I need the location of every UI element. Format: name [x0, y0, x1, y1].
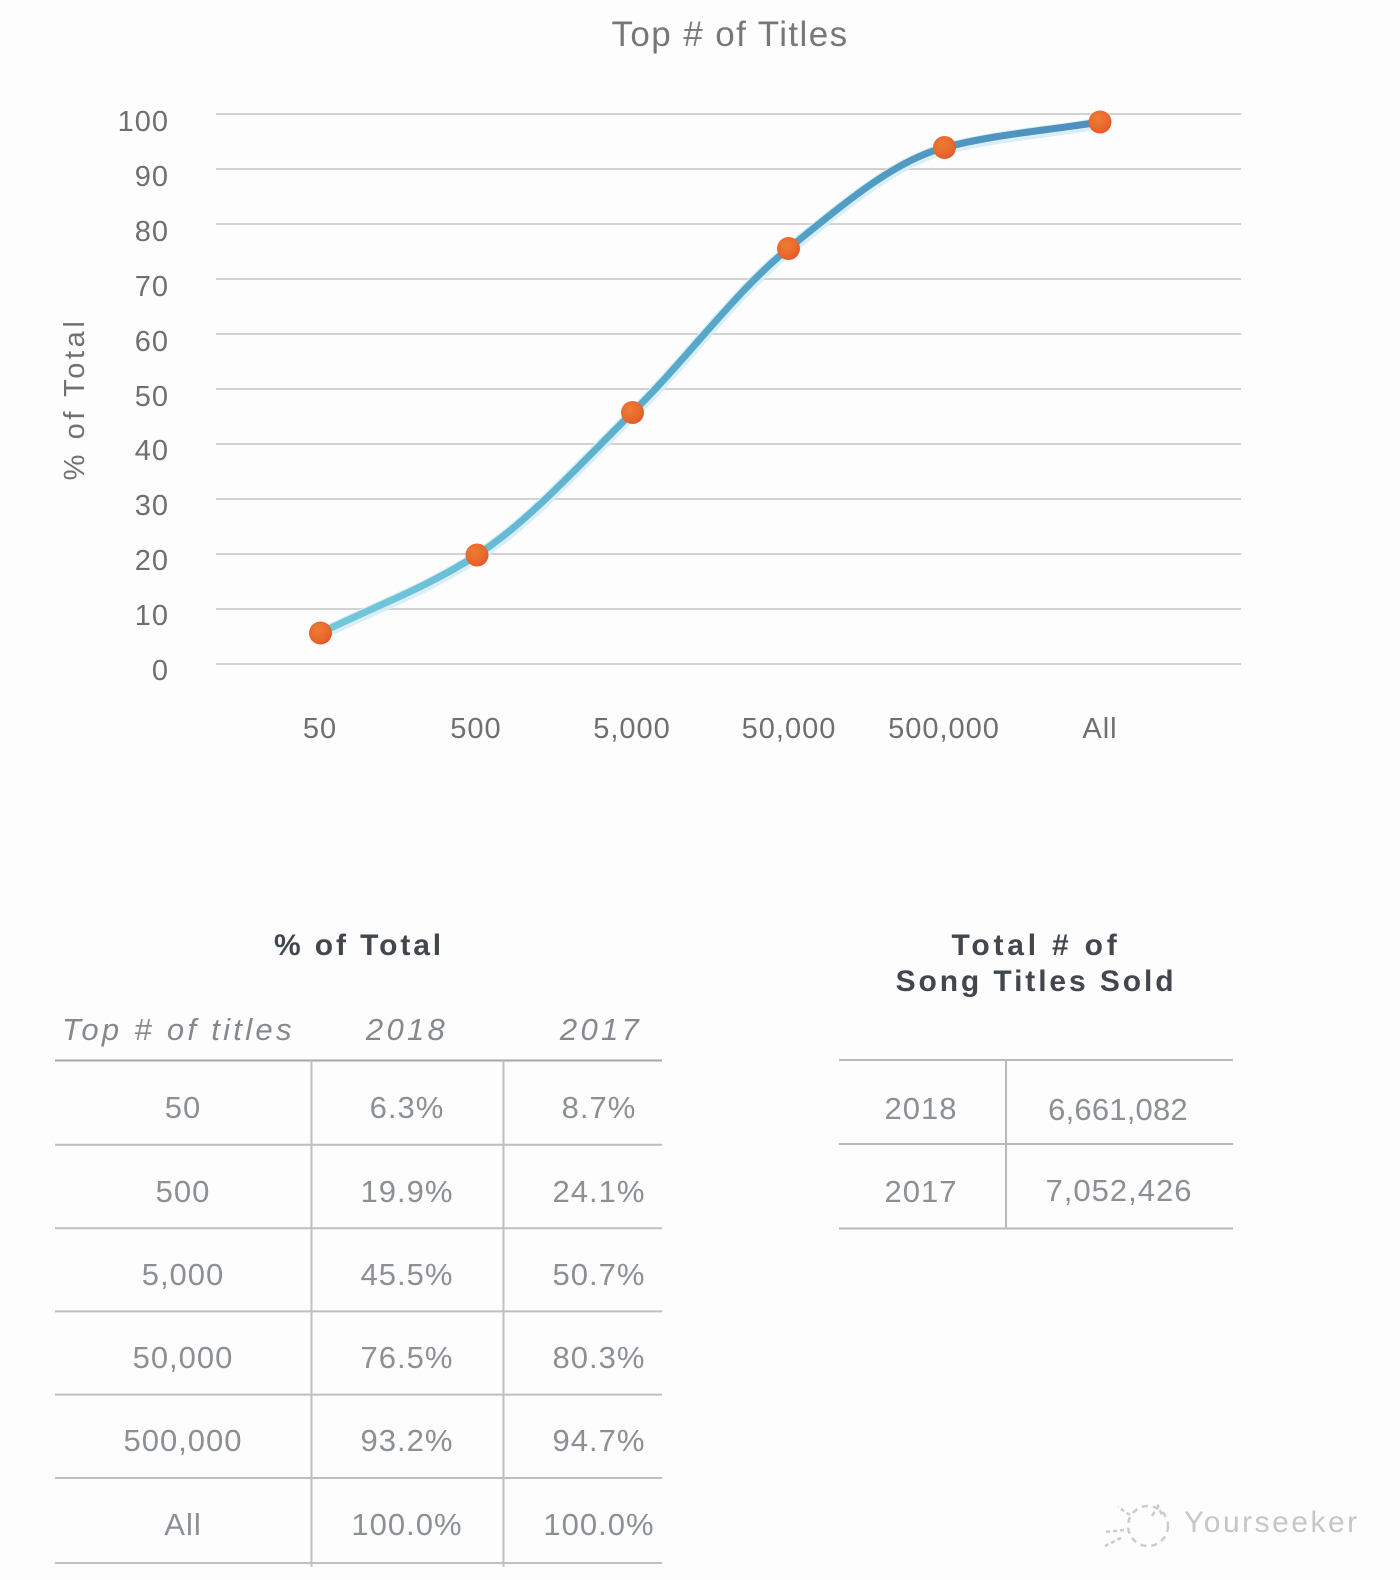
svg-text:60: 60 — [135, 326, 169, 358]
svg-text:% of Total: % of Total — [274, 929, 444, 962]
svg-text:94.7%: 94.7% — [553, 1423, 646, 1458]
svg-text:7,052,426: 7,052,426 — [1046, 1173, 1193, 1208]
svg-text:Yourseeker: Yourseeker — [1184, 1506, 1360, 1539]
svg-text:All: All — [1082, 713, 1117, 745]
svg-text:20: 20 — [135, 545, 169, 577]
svg-text:All: All — [164, 1507, 201, 1542]
svg-text:50: 50 — [303, 713, 337, 745]
svg-text:0: 0 — [152, 655, 169, 687]
svg-text:6,661,082: 6,661,082 — [1048, 1092, 1188, 1127]
svg-text:% of Total: % of Total — [59, 318, 91, 481]
svg-text:50.7%: 50.7% — [553, 1257, 646, 1292]
svg-text:2017: 2017 — [559, 1012, 642, 1047]
svg-text:5,000: 5,000 — [142, 1257, 225, 1292]
svg-text:45.5%: 45.5% — [361, 1257, 454, 1292]
svg-text:10: 10 — [135, 600, 169, 632]
svg-text:70: 70 — [135, 271, 169, 303]
svg-text:24.1%: 24.1% — [553, 1174, 646, 1209]
svg-text:50,000: 50,000 — [133, 1340, 234, 1375]
svg-text:100: 100 — [118, 106, 169, 138]
svg-text:500,000: 500,000 — [888, 713, 1000, 745]
svg-text:90: 90 — [135, 161, 169, 193]
svg-text:2018: 2018 — [365, 1012, 448, 1047]
svg-text:40: 40 — [135, 435, 169, 467]
svg-text:50: 50 — [165, 1090, 201, 1125]
svg-text:500,000: 500,000 — [123, 1423, 242, 1458]
svg-text:76.5%: 76.5% — [361, 1340, 454, 1375]
svg-text:Song Titles Sold: Song Titles Sold — [896, 965, 1177, 998]
svg-text:2018: 2018 — [885, 1091, 958, 1126]
svg-text:500: 500 — [450, 713, 501, 745]
svg-text:Total # of: Total # of — [951, 929, 1120, 962]
svg-text:Top # of titles: Top # of titles — [62, 1012, 295, 1047]
svg-text:50,000: 50,000 — [742, 713, 837, 745]
svg-text:2017: 2017 — [885, 1174, 958, 1209]
svg-text:6.3%: 6.3% — [370, 1090, 445, 1125]
svg-text:500: 500 — [156, 1174, 211, 1209]
svg-text:50: 50 — [135, 381, 169, 413]
svg-text:5,000: 5,000 — [593, 713, 671, 745]
svg-text:100.0%: 100.0% — [351, 1507, 462, 1542]
svg-text:80: 80 — [135, 216, 169, 248]
svg-text:Top # of Titles: Top # of Titles — [612, 15, 849, 54]
svg-text:80.3%: 80.3% — [553, 1340, 646, 1375]
svg-text:19.9%: 19.9% — [361, 1174, 454, 1209]
svg-text:8.7%: 8.7% — [562, 1090, 637, 1125]
svg-text:100.0%: 100.0% — [543, 1507, 654, 1542]
svg-text:93.2%: 93.2% — [361, 1423, 454, 1458]
svg-text:30: 30 — [135, 490, 169, 522]
